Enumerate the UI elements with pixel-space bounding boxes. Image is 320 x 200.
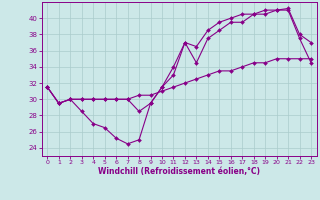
X-axis label: Windchill (Refroidissement éolien,°C): Windchill (Refroidissement éolien,°C) bbox=[98, 167, 260, 176]
